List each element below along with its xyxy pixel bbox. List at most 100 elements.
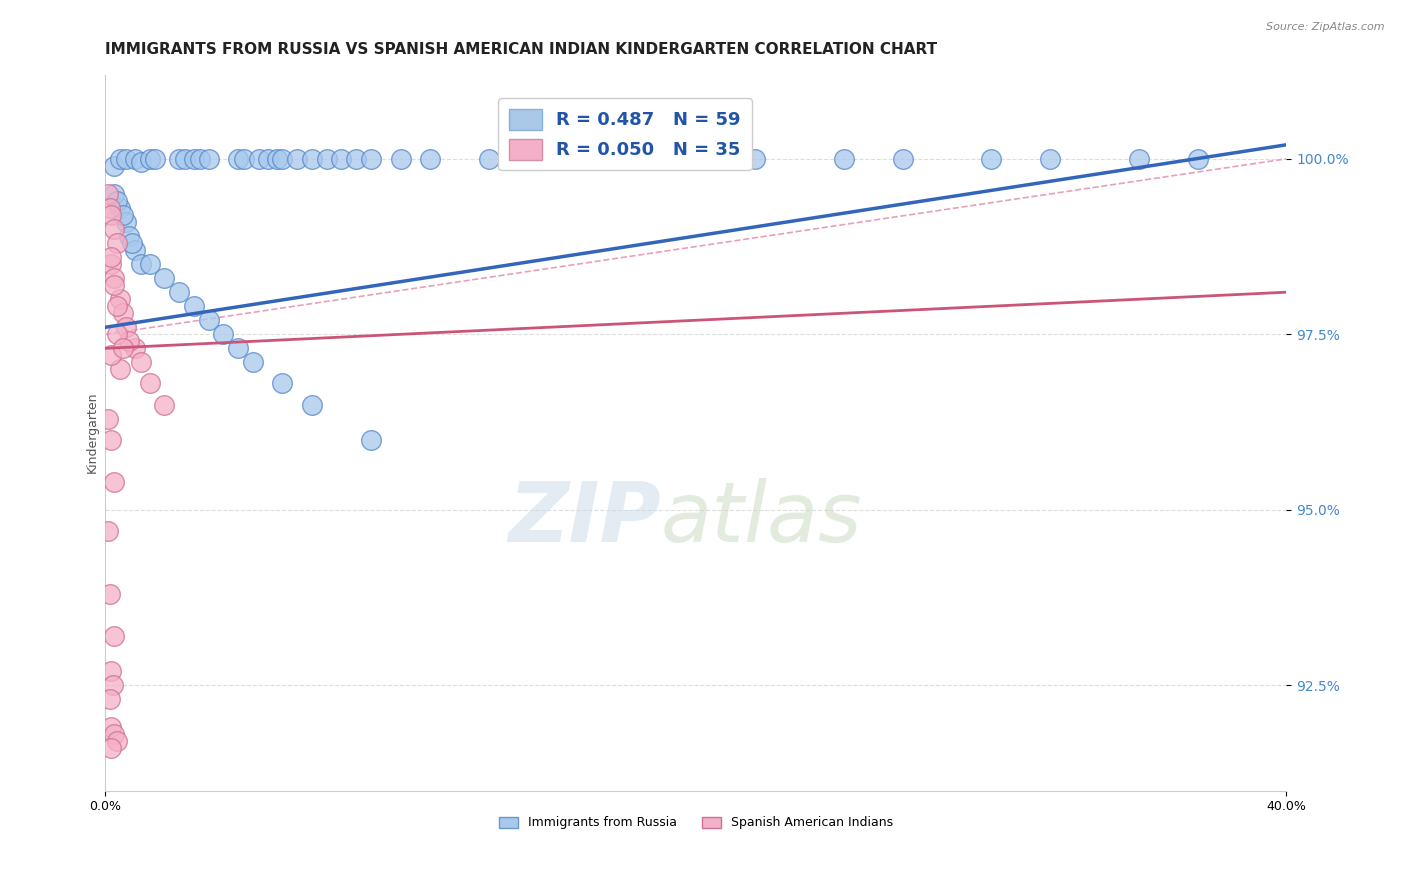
Point <box>103 278 125 293</box>
Point <box>111 208 134 222</box>
Point <box>129 155 152 169</box>
Point <box>315 152 337 166</box>
Point <box>129 355 152 369</box>
Text: IMMIGRANTS FROM RUSSIA VS SPANISH AMERICAN INDIAN KINDERGARTEN CORRELATION CHART: IMMIGRANTS FROM RUSSIA VS SPANISH AMERIC… <box>105 42 938 57</box>
Point <box>242 355 264 369</box>
Point <box>138 376 160 391</box>
Point <box>744 152 766 166</box>
Point <box>105 235 128 250</box>
Point <box>98 201 121 215</box>
Point <box>167 152 190 166</box>
Point <box>118 229 141 244</box>
Point <box>360 152 382 166</box>
Point <box>980 152 1002 166</box>
Point <box>226 152 249 166</box>
Text: Source: ZipAtlas.com: Source: ZipAtlas.com <box>1267 22 1385 32</box>
Point <box>301 152 323 166</box>
Text: ZIP: ZIP <box>508 478 661 559</box>
Point <box>111 306 134 320</box>
Point <box>98 692 121 706</box>
Point <box>105 327 128 342</box>
Point <box>108 362 131 376</box>
Point <box>330 152 353 166</box>
Point <box>389 152 412 166</box>
Point <box>183 152 205 166</box>
Point <box>153 397 176 411</box>
Point <box>285 152 308 166</box>
Point <box>103 629 125 643</box>
Point <box>100 665 122 679</box>
Point <box>101 678 124 692</box>
Point <box>100 208 122 222</box>
Point <box>97 411 120 425</box>
Point <box>105 734 128 748</box>
Point <box>100 741 122 756</box>
Point <box>108 152 131 166</box>
Point <box>105 194 128 208</box>
Point <box>226 342 249 356</box>
Point <box>233 152 256 166</box>
Point <box>153 271 176 285</box>
Y-axis label: Kindergarten: Kindergarten <box>86 392 98 474</box>
Point <box>103 271 125 285</box>
Point <box>1039 152 1062 166</box>
Point <box>97 524 120 538</box>
Point <box>115 215 138 229</box>
Point <box>138 152 160 166</box>
Point <box>419 152 441 166</box>
Point <box>98 587 121 601</box>
Point <box>103 222 125 236</box>
Point <box>145 152 167 166</box>
Point <box>124 342 146 356</box>
Point <box>344 152 367 166</box>
Point <box>247 152 270 166</box>
Point <box>626 152 648 166</box>
Point <box>174 152 197 166</box>
Point <box>97 186 120 201</box>
Legend: Immigrants from Russia, Spanish American Indians: Immigrants from Russia, Spanish American… <box>494 812 897 834</box>
Point <box>271 152 294 166</box>
Point <box>100 257 122 271</box>
Text: atlas: atlas <box>661 478 862 559</box>
Point <box>301 397 323 411</box>
Point <box>685 152 707 166</box>
Point <box>256 152 278 166</box>
Point <box>118 334 141 349</box>
Point <box>103 727 125 741</box>
Point <box>508 152 530 166</box>
Point <box>111 342 134 356</box>
Point <box>124 152 146 166</box>
Point <box>1187 152 1209 166</box>
Point <box>129 257 152 271</box>
Point <box>891 152 914 166</box>
Point <box>105 299 128 313</box>
Point <box>167 285 190 300</box>
Point <box>103 475 125 489</box>
Point <box>115 152 138 166</box>
Point <box>100 250 122 264</box>
Point <box>197 313 219 327</box>
Point <box>360 433 382 447</box>
Point <box>567 152 589 166</box>
Point <box>1128 152 1150 166</box>
Point <box>115 320 138 334</box>
Point <box>212 327 235 342</box>
Point <box>108 292 131 306</box>
Point <box>100 720 122 734</box>
Point <box>266 152 288 166</box>
Point <box>103 186 125 201</box>
Point <box>138 257 160 271</box>
Point <box>108 201 131 215</box>
Point <box>124 243 146 257</box>
Point <box>832 152 855 166</box>
Point <box>100 433 122 447</box>
Point <box>183 299 205 313</box>
Point <box>188 152 211 166</box>
Point <box>121 235 143 250</box>
Point <box>271 376 294 391</box>
Point <box>100 348 122 362</box>
Point <box>537 152 560 166</box>
Point <box>197 152 219 166</box>
Point <box>103 159 125 173</box>
Point <box>478 152 501 166</box>
